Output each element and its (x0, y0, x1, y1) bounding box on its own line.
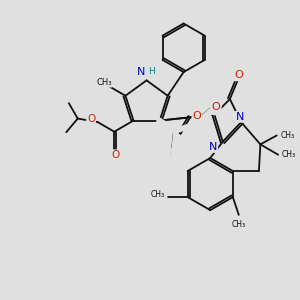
Text: CH₃: CH₃ (151, 190, 165, 199)
Text: CH₃: CH₃ (96, 78, 112, 87)
Text: N: N (137, 67, 146, 77)
Text: O: O (87, 114, 95, 124)
Text: O: O (212, 102, 220, 112)
Text: N: N (208, 142, 217, 152)
Text: O: O (192, 110, 201, 121)
Text: N: N (236, 112, 244, 122)
Text: O: O (234, 70, 243, 80)
Text: H: H (148, 67, 154, 76)
Text: CH₃: CH₃ (280, 131, 294, 140)
Text: CH₃: CH₃ (282, 150, 296, 159)
Text: CH₃: CH₃ (232, 220, 246, 229)
Text: O: O (111, 150, 119, 161)
